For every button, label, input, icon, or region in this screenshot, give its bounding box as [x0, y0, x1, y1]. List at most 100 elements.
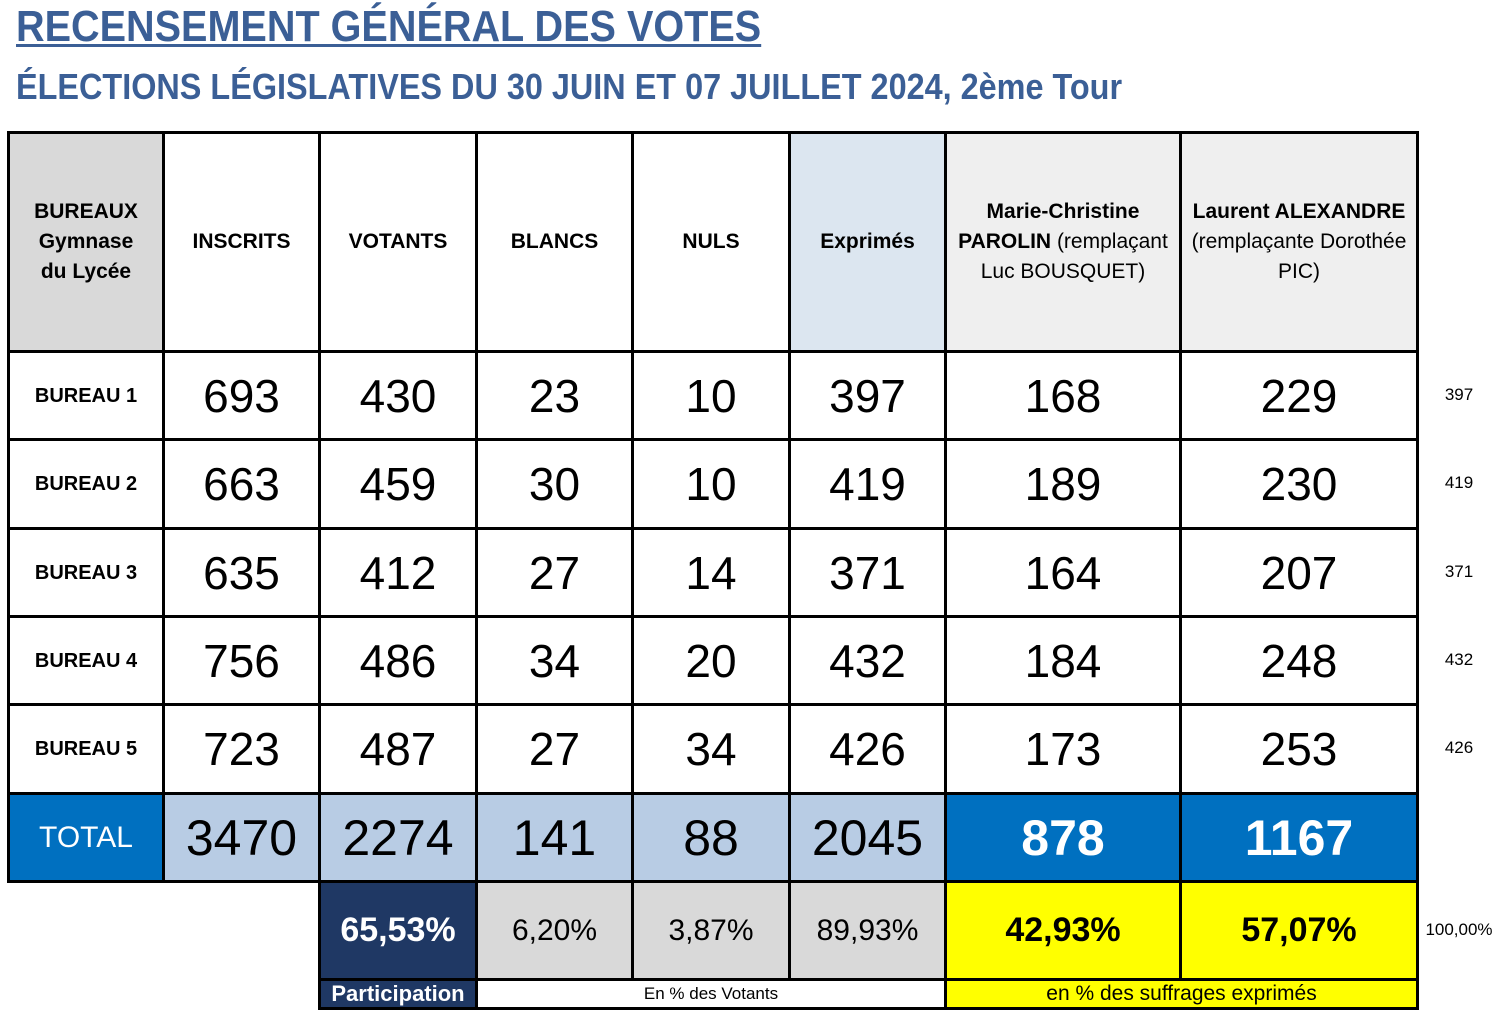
table-cell-cand1-text: 164 [1024, 546, 1102, 599]
nuls-percent-text: 3,87% [668, 913, 754, 947]
table-cell-cand1: 173 [944, 703, 1182, 795]
check-value: 426 [1444, 738, 1474, 757]
table-cell-votants: 459 [318, 438, 478, 530]
total-votants: 2274 [318, 792, 478, 883]
percent-check: 100,00% [1425, 919, 1493, 939]
caption-votants: En % des Votants [475, 978, 947, 1010]
header-nuls: NULS [631, 131, 791, 353]
table-cell-cand2-text: 248 [1260, 634, 1338, 687]
candidate-1-substitute: (remplaçant [1051, 230, 1168, 253]
table-cell-nuls-text: 10 [685, 369, 737, 422]
table-cell-nuls-text: 20 [685, 634, 737, 687]
table-cell-inscrits: 635 [162, 527, 321, 618]
participation-percent: 65,53% [318, 880, 478, 981]
table-cell-blancs-text: 27 [528, 546, 581, 599]
header-votants-text: VOTANTS [348, 230, 448, 253]
candidate-2-substitute-name: PIC) [1278, 260, 1320, 283]
header-bureaux-line: Gymnase [38, 230, 134, 253]
header-candidate-2: Laurent ALEXANDRE (remplaçante Dorothée PI… [1179, 131, 1419, 353]
caption-participation-text: Participation [331, 981, 465, 1006]
table-cell-inscrits-text: 756 [203, 634, 280, 687]
table-cell-blancs-text: 34 [528, 634, 581, 687]
blancs-percent-text: 6,20% [511, 913, 598, 947]
table-cell-exprimes-text: 432 [829, 634, 906, 687]
header-inscrits: INSCRITS [162, 131, 321, 353]
total-votants-text: 2274 [342, 809, 454, 866]
header-exprimes-text: Exprimés [820, 230, 915, 253]
table-cell-cand2-text: 229 [1260, 369, 1338, 422]
cand2-percent: 57,07% [1179, 880, 1419, 981]
table-cell-blancs-text: 27 [528, 723, 581, 775]
table-cell-exprimes: 432 [788, 615, 947, 706]
table-cell-cand2: 253 [1179, 703, 1419, 795]
table-cell-cand1-text: 189 [1024, 458, 1102, 510]
total-nuls-text: 88 [683, 809, 739, 866]
bureau-label: BUREAU 4 [7, 615, 165, 706]
table-cell-blancs: 30 [475, 438, 634, 530]
caption-exprimes-text: en % des suffrages exprimés [1046, 982, 1317, 1005]
table-cell-cand2: 230 [1179, 438, 1419, 530]
bureau-label-text: BUREAU 1 [34, 384, 138, 407]
table-cell-blancs: 34 [475, 615, 634, 706]
table-cell-votants-text: 486 [359, 634, 437, 687]
table-cell-votants-text: 412 [359, 546, 437, 599]
page-title: RECENSEMENT GÉNÉRAL DES VOTES [16, 2, 762, 51]
header-bureaux-line: du Lycée [40, 260, 132, 283]
table-cell-votants: 412 [318, 527, 478, 618]
header-votants: VOTANTS [318, 131, 478, 353]
total-inscrits: 3470 [162, 792, 321, 883]
cand1-percent: 42,93% [944, 880, 1182, 981]
table-cell-cand2-text: 207 [1260, 546, 1338, 599]
table-cell-cand2-text: 253 [1260, 723, 1338, 775]
header-blancs: BLANCS [475, 131, 634, 353]
check-value: 432 [1444, 649, 1474, 669]
header-candidate-1: Marie-Christine PAROLIN (remplaçant Luc BO… [944, 131, 1182, 353]
exprimes-percent: 89,93% [788, 880, 947, 981]
table-cell-inscrits: 693 [162, 350, 321, 441]
table-cell-cand2: 248 [1179, 615, 1419, 706]
table-cell-inscrits: 723 [162, 703, 321, 795]
header-bureaux: BUREAUX Gymnase du Lycée [7, 131, 165, 353]
header-bureaux-line: BUREAUX [34, 200, 138, 223]
total-cand1: 878 [944, 792, 1182, 883]
table-cell-nuls: 20 [631, 615, 791, 706]
check-value: 397 [1444, 384, 1474, 404]
table-cell-cand1: 168 [944, 350, 1182, 441]
total-nuls: 88 [631, 792, 791, 883]
caption-votants-text: En % des Votants [643, 984, 779, 1003]
header-nuls-text: NULS [682, 230, 740, 253]
bureau-label: BUREAU 2 [7, 438, 165, 530]
caption-participation: Participation [318, 978, 478, 1010]
table-cell-blancs-text: 23 [528, 369, 581, 422]
table-cell-cand1: 184 [944, 615, 1182, 706]
cand1-percent-text: 42,93% [1005, 911, 1121, 949]
table-cell-nuls: 10 [631, 438, 791, 530]
total-blancs: 141 [475, 792, 634, 883]
total-label: TOTAL [7, 792, 165, 883]
total-exprimes-text: 2045 [811, 809, 924, 866]
total-cand2-text: 1167 [1244, 809, 1354, 866]
participation-percent-text: 65,53% [340, 911, 456, 949]
check-value: 419 [1444, 473, 1474, 492]
bureau-label-text: BUREAU 5 [34, 738, 138, 760]
check-value: 371 [1444, 561, 1474, 581]
table-cell-cand1: 189 [944, 438, 1182, 530]
table-cell-nuls-text: 10 [685, 458, 737, 510]
table-cell-inscrits-text: 663 [203, 458, 280, 510]
table-cell-blancs: 23 [475, 350, 634, 441]
caption-exprimes: en % des suffrages exprimés [944, 978, 1419, 1010]
total-blancs-text: 141 [512, 809, 597, 866]
cand2-percent-text: 57,07% [1241, 911, 1357, 949]
bureau-label-text: BUREAU 3 [34, 561, 138, 584]
header-blancs-text: BLANCS [510, 230, 599, 253]
table-cell-cand2-text: 230 [1260, 458, 1338, 510]
table-cell-nuls-text: 34 [685, 723, 737, 775]
table-cell-cand2: 229 [1179, 350, 1419, 441]
table-cell-exprimes-text: 397 [829, 369, 906, 422]
total-exprimes: 2045 [788, 792, 947, 883]
table-cell-exprimes: 397 [788, 350, 947, 441]
table-cell-exprimes-text: 426 [829, 723, 906, 775]
table-cell-cand1: 164 [944, 527, 1182, 618]
table-cell-exprimes-text: 419 [829, 458, 906, 510]
bureau-label: BUREAU 1 [7, 350, 165, 441]
